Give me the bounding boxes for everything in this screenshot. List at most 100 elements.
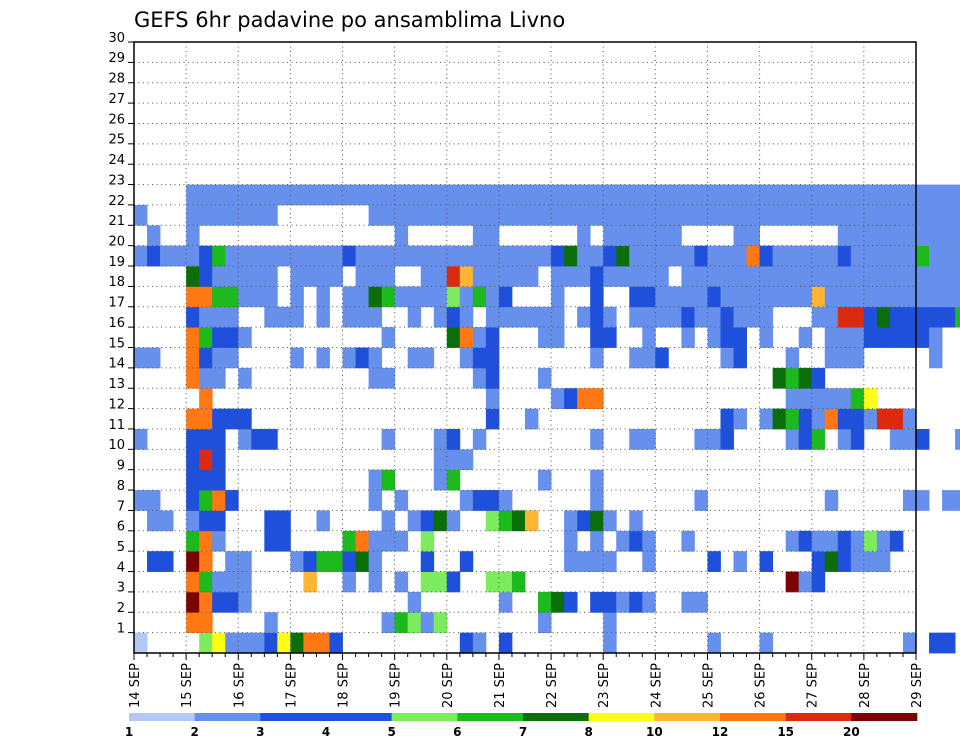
cell-m18-s7 — [225, 286, 239, 308]
cell-m19-s15 — [329, 266, 343, 287]
cell-m4-s18 — [368, 571, 383, 593]
cell-m16-s35 — [590, 327, 604, 348]
cell-m20-s57 — [876, 245, 891, 267]
cell-m18-s35 — [590, 286, 604, 308]
cell-m20-s49 — [772, 245, 787, 267]
cell-m5-s4 — [186, 551, 200, 572]
cell-m22-s4 — [186, 204, 200, 226]
cell-m23-s29 — [511, 184, 526, 206]
cell-m22-s47 — [746, 204, 760, 226]
cell-m23-s55 — [850, 184, 865, 206]
cell-m23-s10 — [264, 184, 278, 206]
colorbar-label: 10 — [646, 725, 663, 739]
cell-m22-s43 — [694, 204, 708, 226]
cell-m16-s51 — [798, 327, 813, 348]
cell-m22-s27 — [485, 204, 500, 226]
cell-m20-s31 — [538, 245, 552, 267]
cell-m4-s24 — [446, 571, 461, 593]
cell-m11-s44 — [707, 428, 721, 450]
cell-m23-s7 — [225, 184, 239, 206]
cell-m23-s31 — [538, 184, 552, 206]
cell-m5-s2 — [160, 551, 174, 572]
cell-m19-s63 — [955, 266, 960, 287]
cell-m14-s19 — [381, 367, 396, 389]
cell-m14-s18 — [368, 367, 383, 389]
cell-m20-s8 — [238, 245, 252, 267]
cell-m1-s12 — [290, 632, 304, 654]
cell-m11-s45 — [720, 428, 734, 450]
cell-m7-s34 — [577, 510, 591, 532]
cell-m19-s59 — [902, 266, 917, 287]
cell-m20-s47 — [746, 245, 760, 267]
cell-m23-s51 — [798, 184, 813, 206]
cell-m23-s25 — [459, 184, 474, 206]
cell-m3-s28 — [498, 591, 513, 613]
cell-m23-s44 — [707, 184, 721, 206]
cell-m8-s0 — [134, 490, 148, 511]
cell-m22-s56 — [863, 204, 878, 226]
cell-m19-s52 — [811, 266, 826, 287]
cell-m17-s55 — [850, 306, 865, 328]
cell-m19-s8 — [238, 266, 252, 287]
cell-m20-s12 — [290, 245, 304, 267]
cell-m17-s31 — [538, 306, 552, 328]
cell-m23-s47 — [746, 184, 760, 206]
cell-m4-s52 — [811, 571, 826, 593]
cell-m19-s39 — [642, 266, 656, 287]
cell-m6-s58 — [889, 530, 904, 552]
cell-m23-s49 — [772, 184, 787, 206]
cell-m2-s19 — [381, 612, 396, 634]
cell-m21-s26 — [472, 225, 487, 247]
cell-m21-s38 — [629, 225, 643, 247]
cell-m11-s51 — [798, 428, 813, 450]
x-tick-label: 27 SEP — [806, 663, 821, 708]
cell-m21-s4 — [186, 225, 200, 247]
cell-m17-s35 — [590, 306, 604, 328]
cell-m11-s10 — [264, 428, 278, 450]
cell-m19-s38 — [629, 266, 643, 287]
cell-m19-s23 — [433, 266, 448, 287]
cell-m23-s58 — [889, 184, 904, 206]
cell-m1-s6 — [212, 632, 226, 654]
cell-m20-s54 — [837, 245, 852, 267]
cell-m11-s26 — [472, 428, 487, 450]
cell-m20-s11 — [277, 245, 291, 267]
cell-m15-s55 — [850, 347, 865, 369]
cell-m1-s7 — [225, 632, 239, 654]
cell-m20-s51 — [798, 245, 813, 267]
cell-m22-s41 — [668, 204, 682, 226]
colorbar-label: 5 — [387, 725, 395, 739]
cell-m2-s20 — [394, 612, 409, 634]
cell-m22-s29 — [511, 204, 526, 226]
cell-m23-s4 — [186, 184, 200, 206]
cell-m2-s5 — [199, 612, 213, 634]
cell-m22-s52 — [811, 204, 826, 226]
cell-m17-s43 — [694, 306, 708, 328]
cell-m4-s28 — [498, 571, 513, 593]
cell-m7-s30 — [525, 510, 539, 532]
cell-m17-s18 — [368, 306, 383, 328]
y-tick-label: 17 — [108, 296, 125, 311]
cell-m16-s48 — [759, 327, 774, 348]
cell-m20-s32 — [551, 245, 565, 267]
cell-m19-s44 — [707, 266, 721, 287]
cell-m5-s17 — [355, 551, 369, 572]
cell-m21-s27 — [485, 225, 500, 247]
colorbar-swatch — [785, 713, 852, 721]
cell-m20-s7 — [225, 245, 239, 267]
cell-m8-s26 — [472, 490, 487, 511]
cell-m1-s0 — [134, 632, 148, 654]
cell-m20-s37 — [616, 245, 630, 267]
cell-m20-s48 — [759, 245, 774, 267]
cell-m19-s29 — [511, 266, 526, 287]
cell-m19-s4 — [186, 266, 200, 287]
cell-m16-s53 — [824, 327, 839, 348]
cell-m4-s16 — [342, 571, 356, 593]
cell-m20-s22 — [420, 245, 435, 267]
cell-m22-s34 — [577, 204, 591, 226]
cell-m19-s30 — [525, 266, 539, 287]
cell-m13-s56 — [863, 388, 878, 409]
cell-m23-s35 — [590, 184, 604, 206]
cell-m23-s13 — [303, 184, 317, 206]
